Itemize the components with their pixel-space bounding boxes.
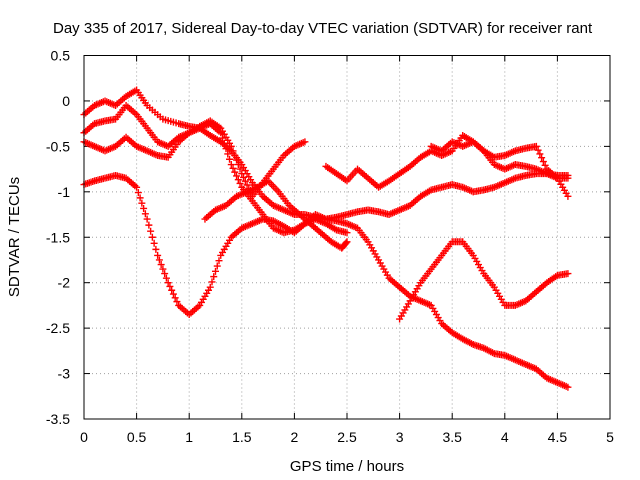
data-point [236, 165, 244, 173]
y-tick-label: -2 [58, 275, 71, 291]
data-point [241, 177, 249, 185]
data-point [210, 273, 218, 281]
data-point [538, 154, 546, 162]
data-point [136, 194, 144, 202]
data-point [234, 176, 242, 184]
data-point [231, 151, 239, 159]
data-point [234, 161, 242, 169]
y-tick-label: -3.5 [46, 411, 70, 427]
x-tick-label: 2 [291, 429, 299, 445]
x-tick-label: 1.5 [232, 429, 252, 445]
series-2 [80, 101, 572, 391]
y-tick-label: 0 [62, 93, 70, 109]
data-point [162, 274, 170, 282]
axes: 0 0.5 1 1.5 2 2.5 3 3.5 4 4.5 5 0.5 0 -0.5 -1 -1.5 -2 -2.… [46, 48, 614, 446]
data-point [233, 156, 241, 164]
data-point [532, 142, 540, 150]
data-point [541, 161, 549, 169]
data-point [215, 257, 223, 265]
x-tick-label: 4.5 [548, 429, 568, 445]
data-point [539, 158, 547, 166]
data-point [133, 183, 141, 191]
data-point [231, 168, 239, 176]
data-point [206, 283, 214, 291]
x-tick-label: 1 [185, 429, 193, 445]
data-point [233, 172, 241, 180]
data-point [227, 161, 235, 169]
y-axis-title: SDTVAR / TECUs [6, 177, 23, 297]
data-point [147, 227, 155, 235]
y-tick-label: -2.5 [46, 320, 70, 336]
data-point [238, 170, 246, 178]
data-point [143, 215, 151, 223]
plot-frame [83, 55, 611, 420]
data-point [154, 251, 162, 259]
data-point [161, 270, 169, 278]
data-point [343, 229, 351, 237]
x-axis-title: GPS time / hours [290, 458, 404, 475]
data-point [166, 282, 174, 290]
y-tick-label: -1 [58, 184, 71, 200]
data-point [145, 221, 153, 229]
x-tick-label: 0.5 [127, 429, 147, 445]
y-tick-label: 0.5 [51, 48, 71, 64]
data-point [150, 239, 158, 247]
data-point [224, 150, 232, 158]
data-point [243, 181, 251, 189]
data-point [229, 147, 237, 155]
y-tick-label: -3 [58, 366, 71, 382]
series-7 [396, 238, 572, 323]
data-point [148, 233, 156, 241]
y-tick-label: -0.5 [46, 138, 70, 154]
x-tick-label: 3.5 [442, 429, 462, 445]
data-point [536, 150, 544, 158]
data-point [134, 189, 142, 197]
data-point [564, 383, 572, 391]
data-point [227, 142, 235, 150]
data-series [80, 86, 572, 391]
series-4 [80, 171, 351, 318]
data-point [171, 294, 179, 302]
x-tick-label: 3 [396, 429, 404, 445]
data-point [301, 138, 309, 146]
series-5 [201, 177, 351, 252]
data-point [169, 290, 177, 298]
data-point [159, 265, 167, 273]
data-point [155, 256, 163, 264]
data-point [229, 164, 237, 172]
data-point [138, 199, 146, 207]
data-point [564, 174, 572, 182]
y-tick-label: -1.5 [46, 229, 70, 245]
data-point [236, 179, 244, 187]
data-point [564, 192, 572, 200]
series-8 [427, 138, 572, 182]
data-point [141, 210, 149, 218]
x-tick-label: 5 [606, 429, 614, 445]
data-point [168, 286, 176, 294]
data-point [208, 278, 216, 286]
data-point [240, 173, 248, 181]
x-tick-label: 4 [501, 429, 509, 445]
data-point [152, 245, 160, 253]
data-point [343, 238, 351, 246]
chart-title: Day 335 of 2017, Sidereal Day-to-day VTE… [53, 20, 593, 37]
data-point [157, 261, 165, 269]
data-point [226, 155, 234, 163]
data-point [342, 239, 350, 247]
data-point [140, 204, 148, 212]
data-point [164, 279, 172, 287]
data-point [173, 298, 181, 306]
x-tick-label: 0 [80, 429, 88, 445]
data-point [212, 267, 219, 275]
x-tick-label: 2.5 [337, 429, 357, 445]
data-point [219, 134, 227, 142]
data-point [564, 270, 572, 278]
data-point [222, 145, 230, 153]
data-point [213, 262, 221, 270]
data-point [534, 146, 542, 154]
